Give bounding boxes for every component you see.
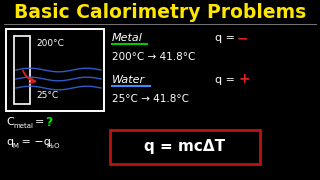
Text: q =: q = (215, 75, 238, 85)
Text: Water: Water (112, 75, 145, 85)
Text: C: C (6, 117, 14, 127)
Bar (14, 36, 30, 104)
Text: +: + (238, 72, 250, 86)
Text: Basic Calorimetry Problems: Basic Calorimetry Problems (14, 3, 306, 22)
Bar (6, 29, 104, 111)
Text: metal: metal (13, 123, 33, 129)
Bar (110, 130, 260, 164)
Text: =: = (35, 117, 48, 127)
Text: M: M (12, 143, 18, 149)
Text: = −q: = −q (18, 137, 51, 147)
Text: 200°C: 200°C (36, 39, 64, 48)
Text: ?: ? (45, 116, 52, 129)
Text: 200°C → 41.8°C: 200°C → 41.8°C (112, 52, 196, 62)
Text: 25°C: 25°C (36, 91, 58, 100)
Text: H₂O: H₂O (46, 143, 60, 149)
Text: q =: q = (215, 33, 238, 43)
Text: q = mcΔT: q = mcΔT (144, 140, 226, 154)
Text: −: − (237, 31, 249, 45)
Text: 25°C → 41.8°C: 25°C → 41.8°C (112, 94, 189, 104)
Text: Metal: Metal (112, 33, 143, 43)
Text: q: q (6, 137, 13, 147)
